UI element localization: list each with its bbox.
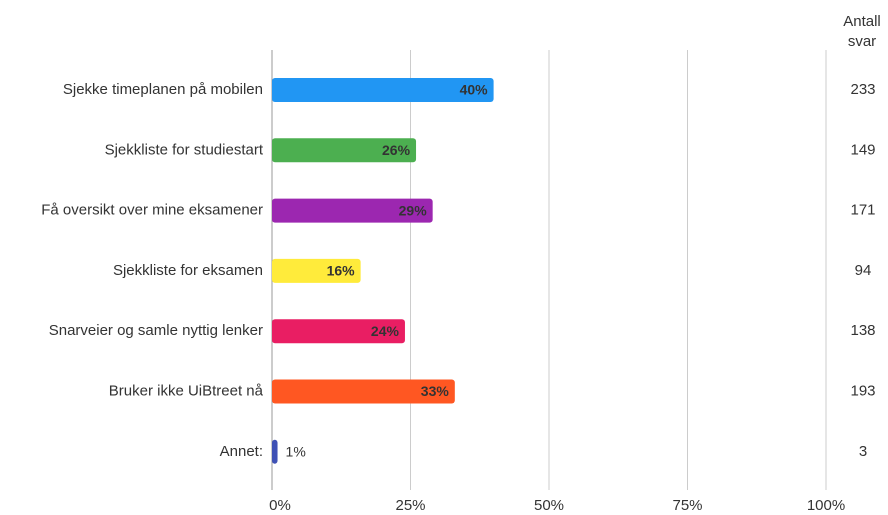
value-label: 1% xyxy=(286,444,306,460)
count-label: 138 xyxy=(850,322,875,339)
category-label: Sjekke timeplanen på mobilen xyxy=(63,81,263,98)
value-label: 24% xyxy=(371,323,400,339)
x-tick-label: 100% xyxy=(807,497,845,514)
x-tick-label: 25% xyxy=(395,497,425,514)
count-label: 193 xyxy=(850,382,875,399)
count-label: 233 xyxy=(850,81,875,98)
value-label: 29% xyxy=(399,202,428,218)
bar xyxy=(272,258,361,283)
category-label: Sjekkliste for eksamen xyxy=(113,262,263,279)
count-header: Antall svar xyxy=(843,13,881,50)
value-label: 16% xyxy=(327,263,356,279)
category-label: Bruker ikke UiBtreet nå xyxy=(109,382,264,399)
x-tick-label: 0% xyxy=(269,497,291,514)
bar xyxy=(272,138,417,163)
value-label: 26% xyxy=(382,142,411,158)
bar xyxy=(272,319,405,344)
category-label: Sjekkliste for studiestart xyxy=(105,141,264,158)
count-label: 94 xyxy=(855,262,872,279)
count-label: 3 xyxy=(859,443,867,460)
bar xyxy=(272,439,278,464)
bar xyxy=(272,198,433,223)
value-label: 40% xyxy=(460,82,489,98)
category-label: Snarveier og samle nyttig lenker xyxy=(49,322,263,339)
x-tick-label: 50% xyxy=(534,497,564,514)
bar xyxy=(272,78,494,102)
value-label: 33% xyxy=(421,383,450,399)
x-tick-label: 75% xyxy=(672,497,702,514)
count-label: 171 xyxy=(850,202,875,219)
count-label: 149 xyxy=(850,141,875,158)
bar xyxy=(272,379,455,404)
category-label: Få oversikt over mine eksamener xyxy=(41,202,263,219)
category-label: Annet: xyxy=(220,443,263,460)
